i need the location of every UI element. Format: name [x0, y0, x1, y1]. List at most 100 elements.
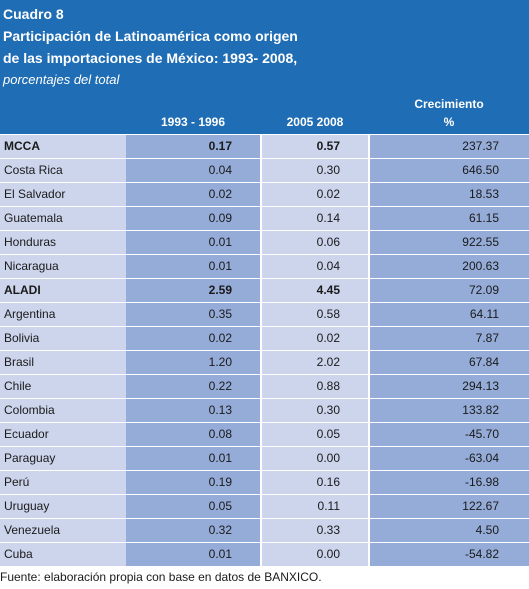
value-growth: 4.50 [370, 519, 529, 542]
table-row: Honduras 0.01 0.06 922.55 [0, 230, 529, 254]
value-growth: 72.09 [370, 279, 529, 302]
row-label: Colombia [0, 399, 126, 422]
value-2005-2008: 0.30 [262, 159, 368, 182]
row-label: Perú [0, 471, 126, 494]
row-label: ALADI [0, 279, 126, 302]
row-label: El Salvador [0, 183, 126, 206]
value-1993-1996: 0.05 [126, 495, 260, 518]
value-growth: 122.67 [370, 495, 529, 518]
value-2005-2008: 0.00 [262, 543, 368, 566]
table-row: Brasil 1.20 2.02 67.84 [0, 350, 529, 374]
value-1993-1996: 0.01 [126, 447, 260, 470]
table-row: Costa Rica 0.04 0.30 646.50 [0, 158, 529, 182]
row-label: Venezuela [0, 519, 126, 542]
value-2005-2008: 0.14 [262, 207, 368, 230]
table-number: Cuadro 8 [3, 6, 64, 22]
value-growth: -63.04 [370, 447, 529, 470]
table-row: Perú 0.19 0.16 -16.98 [0, 470, 529, 494]
table-title-line2: de las importaciones de México: 1993- 20… [3, 50, 298, 66]
value-1993-1996: 0.32 [126, 519, 260, 542]
value-2005-2008: 0.00 [262, 447, 368, 470]
row-label: Costa Rica [0, 159, 126, 182]
table-row: ALADI 2.59 4.45 72.09 [0, 278, 529, 302]
table-row: Ecuador 0.08 0.05 -45.70 [0, 422, 529, 446]
row-label: Paraguay [0, 447, 126, 470]
value-1993-1996: 0.02 [126, 183, 260, 206]
value-1993-1996: 2.59 [126, 279, 260, 302]
value-2005-2008: 0.57 [262, 135, 368, 158]
value-growth: 133.82 [370, 399, 529, 422]
row-label: Bolivia [0, 327, 126, 350]
table-row: El Salvador 0.02 0.02 18.53 [0, 182, 529, 206]
value-1993-1996: 0.35 [126, 303, 260, 326]
value-growth: 64.11 [370, 303, 529, 326]
value-growth: -16.98 [370, 471, 529, 494]
table-row: Uruguay 0.05 0.11 122.67 [0, 494, 529, 518]
row-label: Brasil [0, 351, 126, 374]
table-row: Cuba 0.01 0.00 -54.82 [0, 542, 529, 566]
value-2005-2008: 4.45 [262, 279, 368, 302]
row-label: MCCA [0, 135, 126, 158]
table-row: Guatemala 0.09 0.14 61.15 [0, 206, 529, 230]
row-label: Nicaragua [0, 255, 126, 278]
table-row: Chile 0.22 0.88 294.13 [0, 374, 529, 398]
data-table: MCCA 0.17 0.57 237.37 Costa Rica 0.04 0.30 646.… [0, 134, 529, 566]
value-2005-2008: 0.05 [262, 423, 368, 446]
value-2005-2008: 2.02 [262, 351, 368, 374]
value-2005-2008: 0.16 [262, 471, 368, 494]
value-1993-1996: 0.02 [126, 327, 260, 350]
column-header-2005-2008: 2005 2008 [286, 115, 344, 129]
table-subtitle: porcentajes del total [3, 72, 120, 87]
table-row: Colombia 0.13 0.30 133.82 [0, 398, 529, 422]
value-1993-1996: 0.01 [126, 255, 260, 278]
value-growth: 922.55 [370, 231, 529, 254]
value-1993-1996: 0.01 [126, 543, 260, 566]
value-growth: -54.82 [370, 543, 529, 566]
value-2005-2008: 0.06 [262, 231, 368, 254]
table-title-line1: Participación de Latinoamérica como orig… [3, 28, 298, 44]
value-growth: 237.37 [370, 135, 529, 158]
table-row: Paraguay 0.01 0.00 -63.04 [0, 446, 529, 470]
row-label: Uruguay [0, 495, 126, 518]
value-2005-2008: 0.30 [262, 399, 368, 422]
value-growth: 61.15 [370, 207, 529, 230]
value-1993-1996: 1.20 [126, 351, 260, 374]
value-1993-1996: 0.09 [126, 207, 260, 230]
value-growth: 67.84 [370, 351, 529, 374]
table-row: Argentina 0.35 0.58 64.11 [0, 302, 529, 326]
value-growth: 18.53 [370, 183, 529, 206]
value-1993-1996: 0.22 [126, 375, 260, 398]
row-label: Argentina [0, 303, 126, 326]
value-growth: -45.70 [370, 423, 529, 446]
column-header-growth-unit: % [443, 115, 455, 129]
value-1993-1996: 0.01 [126, 231, 260, 254]
value-1993-1996: 0.19 [126, 471, 260, 494]
row-label: Cuba [0, 543, 126, 566]
value-growth: 200.63 [370, 255, 529, 278]
value-1993-1996: 0.13 [126, 399, 260, 422]
row-label: Ecuador [0, 423, 126, 446]
table-header: Cuadro 8 Participación de Latinoamérica … [0, 0, 529, 134]
value-growth: 646.50 [370, 159, 529, 182]
source-note: Fuente: elaboración propia con base en d… [0, 570, 322, 584]
row-label: Honduras [0, 231, 126, 254]
value-1993-1996: 0.08 [126, 423, 260, 446]
table-row: MCCA 0.17 0.57 237.37 [0, 134, 529, 158]
value-growth: 7.87 [370, 327, 529, 350]
value-1993-1996: 0.17 [126, 135, 260, 158]
value-2005-2008: 0.02 [262, 327, 368, 350]
value-2005-2008: 0.11 [262, 495, 368, 518]
value-2005-2008: 0.02 [262, 183, 368, 206]
value-2005-2008: 0.04 [262, 255, 368, 278]
column-header-1993-1996: 1993 - 1996 [160, 115, 226, 129]
value-1993-1996: 0.04 [126, 159, 260, 182]
table-row: Venezuela 0.32 0.33 4.50 [0, 518, 529, 542]
table-row: Nicaragua 0.01 0.04 200.63 [0, 254, 529, 278]
value-growth: 294.13 [370, 375, 529, 398]
row-label: Guatemala [0, 207, 126, 230]
value-2005-2008: 0.33 [262, 519, 368, 542]
table-row: Bolivia 0.02 0.02 7.87 [0, 326, 529, 350]
row-label: Chile [0, 375, 126, 398]
value-2005-2008: 0.88 [262, 375, 368, 398]
column-header-growth: Crecimiento [414, 97, 484, 111]
